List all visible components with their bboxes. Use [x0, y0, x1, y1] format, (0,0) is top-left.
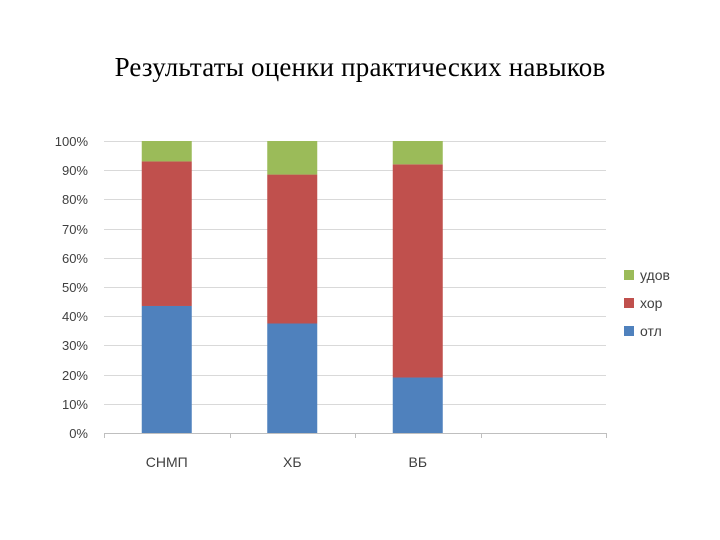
slide-title: Результаты оценки практических навыков [114, 52, 606, 82]
bar-segment-удов [392, 141, 443, 165]
bar-segment-отл [392, 377, 443, 433]
y-tick-label: 70% [62, 222, 88, 237]
legend-label: удов [640, 267, 670, 283]
y-tick-label: 60% [62, 251, 88, 266]
legend: удов хор отл [624, 267, 670, 339]
y-tick-label: 10% [62, 397, 88, 412]
x-category-label: СНМП [146, 454, 188, 470]
bar-segment-хор [141, 161, 192, 306]
y-tick-label: 100% [55, 134, 89, 149]
y-tick-label: 50% [62, 280, 88, 295]
y-tick-label: 80% [62, 192, 88, 207]
bars [141, 141, 443, 433]
axes: 0% 10% 20% 30% 40% 50% 60% 70% 80% 90% 100% СНМП ХБ В… [55, 134, 607, 470]
bar-segment-удов [141, 141, 192, 162]
x-category-label: ХБ [283, 454, 302, 470]
bar-segment-отл [141, 305, 192, 433]
bar-segment-хор [267, 174, 318, 324]
bar-segment-хор [392, 164, 443, 378]
y-tick-label: 30% [62, 338, 88, 353]
bar-segment-отл [267, 323, 318, 433]
legend-label: отл [640, 323, 662, 339]
y-tick-label: 90% [62, 163, 88, 178]
x-category-label: ВБ [408, 454, 427, 470]
bar-segment-удов [267, 141, 318, 175]
y-tick-label: 40% [62, 309, 88, 324]
legend-swatch [624, 298, 634, 308]
y-tick-label: 20% [62, 368, 88, 383]
y-tick-label: 0% [69, 426, 88, 441]
legend-label: хор [640, 295, 663, 311]
legend-swatch [624, 326, 634, 336]
legend-swatch [624, 270, 634, 280]
